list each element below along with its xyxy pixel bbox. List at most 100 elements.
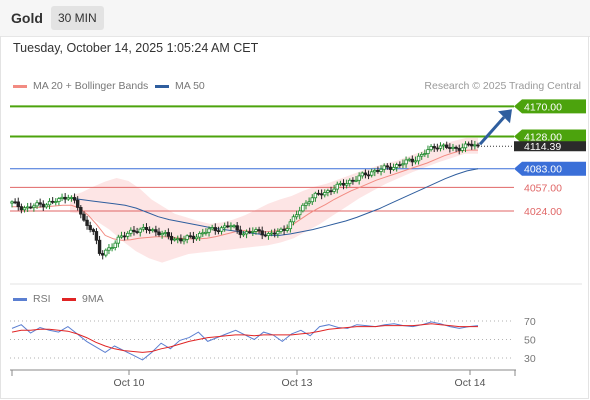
- candle: [432, 143, 436, 153]
- candle: [13, 198, 17, 205]
- candle: [323, 189, 327, 198]
- candle: [204, 228, 208, 236]
- candle: [94, 228, 99, 245]
- candle: [420, 152, 424, 160]
- copyright-text: Research © 2025 Trading Central: [424, 80, 581, 92]
- candle: [244, 229, 249, 239]
- candle: [416, 153, 421, 165]
- candle-body: [426, 149, 430, 155]
- forecast-arrow-shaft: [478, 116, 506, 146]
- candle-body: [16, 201, 20, 208]
- ma20-line: [12, 149, 478, 241]
- candle-body: [129, 229, 133, 234]
- candle-body: [44, 204, 49, 208]
- candle-body: [229, 225, 233, 228]
- legend-rsi-label: RSI: [33, 293, 51, 305]
- candle-body: [410, 158, 415, 163]
- candle-body: [391, 167, 396, 170]
- candle: [138, 227, 142, 237]
- candle-body: [466, 143, 471, 146]
- candle-body: [294, 214, 299, 218]
- candle-body: [470, 143, 474, 147]
- candle: [154, 225, 158, 237]
- candle-body: [376, 170, 380, 172]
- candle: [160, 230, 164, 239]
- candle: [35, 200, 39, 209]
- candle-body: [373, 170, 377, 173]
- candle: [207, 226, 211, 237]
- candle: [197, 231, 202, 241]
- candle: [344, 179, 349, 189]
- candle-body: [10, 201, 14, 204]
- candle-body: [185, 235, 189, 240]
- candle: [47, 198, 52, 210]
- candle-body: [435, 147, 440, 150]
- candle-body: [329, 190, 333, 193]
- candle: [25, 202, 30, 213]
- candle-body: [163, 232, 167, 234]
- candle: [41, 200, 45, 211]
- candle: [213, 223, 217, 235]
- candle: [16, 197, 20, 211]
- level-tag-4083: [514, 161, 586, 176]
- candle: [401, 159, 405, 169]
- candle-body: [432, 146, 436, 149]
- candle-body: [13, 201, 17, 204]
- candle-body: [85, 219, 89, 226]
- candle-body: [22, 207, 27, 211]
- candle-body: [279, 228, 283, 232]
- candle: [457, 144, 461, 155]
- candle: [369, 168, 374, 178]
- candle-body: [298, 210, 302, 216]
- candle: [185, 234, 189, 244]
- candle-body: [122, 235, 127, 238]
- candle: [163, 229, 167, 237]
- candle: [373, 168, 377, 177]
- candle: [44, 202, 49, 209]
- candle: [319, 189, 324, 200]
- timeframe-button[interactable]: 30 MIN: [51, 6, 104, 30]
- rsi-tick-label: 50: [524, 335, 536, 347]
- candle: [88, 221, 92, 233]
- candle-body: [448, 147, 452, 149]
- candle: [72, 193, 77, 204]
- candle-body: [194, 236, 199, 240]
- candle: [29, 202, 33, 210]
- candle-body: [47, 200, 52, 206]
- candle: [310, 194, 314, 206]
- candle-body: [423, 153, 427, 156]
- candle: [294, 210, 299, 220]
- candle-body: [182, 238, 186, 242]
- candle-body: [154, 229, 158, 233]
- candle: [379, 165, 383, 176]
- candle: [135, 227, 139, 235]
- candle: [451, 143, 455, 152]
- candle-body: [119, 235, 124, 238]
- candle-body: [323, 192, 327, 196]
- candle-body: [25, 206, 30, 209]
- candle: [298, 206, 302, 219]
- candle-body: [79, 207, 83, 215]
- candle: [301, 203, 305, 213]
- candle: [22, 205, 27, 213]
- candle-body: [454, 146, 458, 149]
- x-tick-label: Oct 14: [455, 377, 486, 389]
- candle-body: [235, 225, 239, 231]
- candle: [341, 179, 346, 190]
- candle: [50, 197, 55, 205]
- candle: [100, 250, 105, 260]
- candle: [476, 142, 480, 149]
- candle: [60, 193, 64, 202]
- candle: [188, 232, 192, 239]
- candle-body: [213, 227, 217, 231]
- candle-body: [110, 247, 114, 249]
- candle-body: [157, 231, 161, 236]
- candle: [54, 198, 58, 206]
- candle-body: [91, 229, 96, 232]
- candle: [238, 225, 243, 239]
- candle: [282, 225, 286, 235]
- candle-body: [441, 144, 446, 147]
- candle-body: [388, 166, 393, 170]
- candle: [226, 221, 230, 229]
- candle-body: [41, 203, 45, 208]
